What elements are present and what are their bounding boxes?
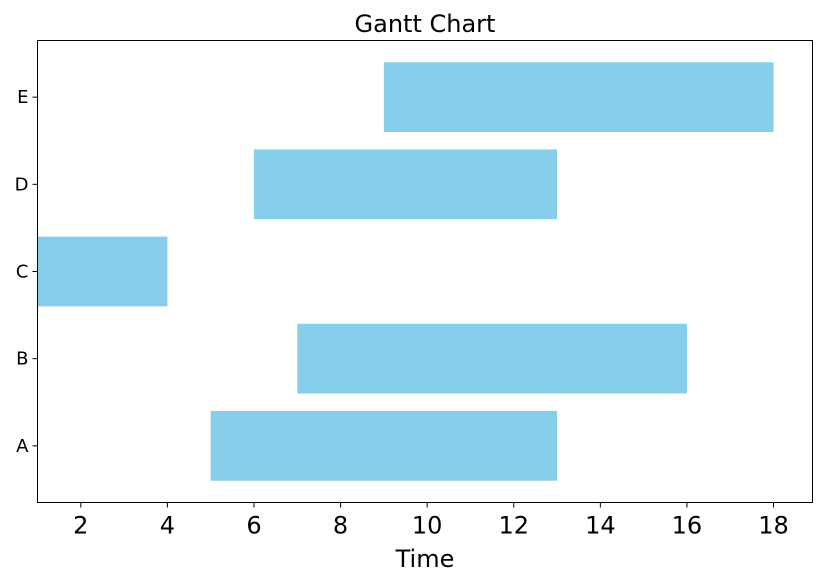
x-tick-label: 12 [498, 512, 529, 540]
x-tick-label: 18 [758, 512, 789, 540]
bar-e [383, 62, 774, 133]
y-axis: A B C D E [15, 87, 38, 457]
bar-b [297, 323, 687, 394]
bar-d [253, 149, 558, 220]
y-tick-label: A [16, 436, 29, 457]
x-tick-label: 8 [333, 512, 348, 540]
x-tick-label: 6 [246, 512, 261, 540]
x-axis-label: Time [395, 545, 455, 573]
x-tick-label: 4 [160, 512, 175, 540]
x-axis: 2 4 6 8 10 12 14 16 18 [73, 502, 789, 540]
y-tick-label: E [17, 87, 28, 108]
x-tick-label: 16 [672, 512, 703, 540]
y-tick-label: B [16, 349, 28, 370]
y-tick-label: D [15, 174, 29, 195]
x-tick-label: 2 [73, 512, 88, 540]
y-tick-label: C [16, 262, 29, 283]
bar-a [210, 410, 558, 481]
x-tick-label: 14 [585, 512, 616, 540]
bars-layer [37, 62, 774, 481]
x-tick-label: 10 [412, 512, 443, 540]
bar-c [37, 236, 168, 307]
chart-title: Gantt Chart [355, 10, 496, 38]
